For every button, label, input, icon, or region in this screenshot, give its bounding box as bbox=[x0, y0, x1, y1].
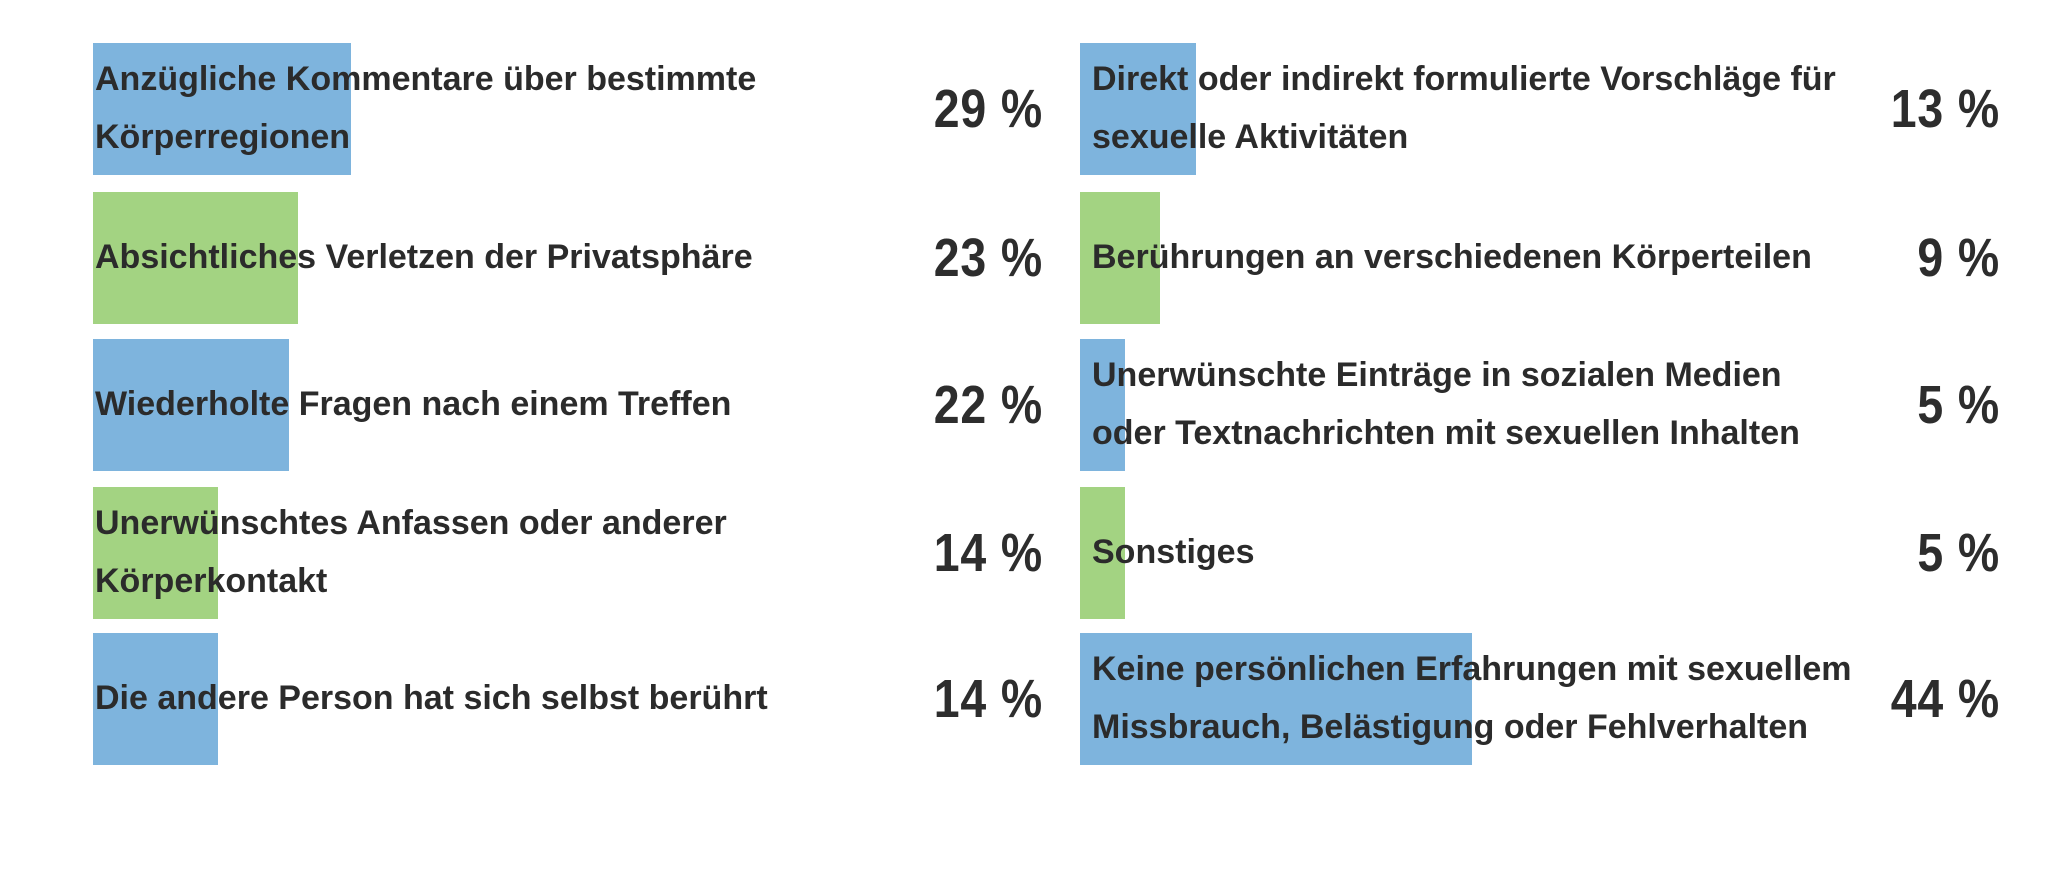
bar-label: Absichtliches Verletzen der Privatsphäre bbox=[95, 238, 753, 277]
bar bbox=[93, 192, 298, 324]
bar-row: Berührungen an verschiedenen Körperteile… bbox=[1080, 192, 2000, 324]
bar-label: Sonstiges bbox=[1092, 533, 1255, 572]
bar bbox=[1080, 339, 1125, 471]
bar bbox=[93, 43, 352, 175]
bar-row: Sonstiges 5 % bbox=[1080, 487, 2000, 619]
bar-value-label: 14 % bbox=[933, 523, 1043, 583]
bar-label: Unerwünschte Einträge in sozialen Medien… bbox=[1092, 356, 1800, 452]
bar-value-label: 14 % bbox=[933, 669, 1043, 729]
bar-value-label: 23 % bbox=[933, 228, 1043, 288]
bar-label: Anzügliche Kommentare über bestimmte Kör… bbox=[95, 60, 757, 156]
bar-value-label: 5 % bbox=[1917, 523, 2000, 583]
bar-row: Anzügliche Kommentare über bestimmte Kör… bbox=[93, 43, 1043, 175]
bar-label: Berührungen an verschiedenen Körperteile… bbox=[1092, 238, 1812, 277]
bar bbox=[1080, 633, 1472, 765]
bar-label: Die andere Person hat sich selbst berühr… bbox=[95, 679, 768, 718]
bar bbox=[93, 339, 289, 471]
bar-value-label: 9 % bbox=[1917, 228, 2000, 288]
bar-label: Keine persönlichen Erfahrungen mit sexue… bbox=[1092, 650, 1852, 746]
bar-row: Keine persönlichen Erfahrungen mit sexue… bbox=[1080, 633, 2000, 765]
bar bbox=[1080, 487, 1125, 619]
bar bbox=[93, 487, 218, 619]
bar-row: Unerwünschtes Anfassen oder anderer Körp… bbox=[93, 487, 1043, 619]
bar-value-label: 5 % bbox=[1917, 375, 2000, 435]
bar-row: Absichtliches Verletzen der Privatsphäre… bbox=[93, 192, 1043, 324]
bar-row: Unerwünschte Einträge in sozialen Medien… bbox=[1080, 339, 2000, 471]
bar-label: Direkt oder indirekt formulierte Vorschl… bbox=[1092, 60, 1836, 156]
bar bbox=[93, 633, 218, 765]
bar-value-label: 13 % bbox=[1890, 79, 2000, 139]
bar-label: Wiederholte Fragen nach einem Treffen bbox=[95, 385, 732, 424]
bar-value-label: 29 % bbox=[933, 79, 1043, 139]
bar-value-label: 22 % bbox=[933, 375, 1043, 435]
bar-value-label: 44 % bbox=[1890, 669, 2000, 729]
bar-row: Wiederholte Fragen nach einem Treffen 22 … bbox=[93, 339, 1043, 471]
bar-row: Die andere Person hat sich selbst berühr… bbox=[93, 633, 1043, 765]
bar-label: Unerwünschtes Anfassen oder anderer Körp… bbox=[95, 504, 727, 600]
bar bbox=[1080, 192, 1161, 324]
bar-row: Direkt oder indirekt formulierte Vorschl… bbox=[1080, 43, 2000, 175]
bar bbox=[1080, 43, 1196, 175]
